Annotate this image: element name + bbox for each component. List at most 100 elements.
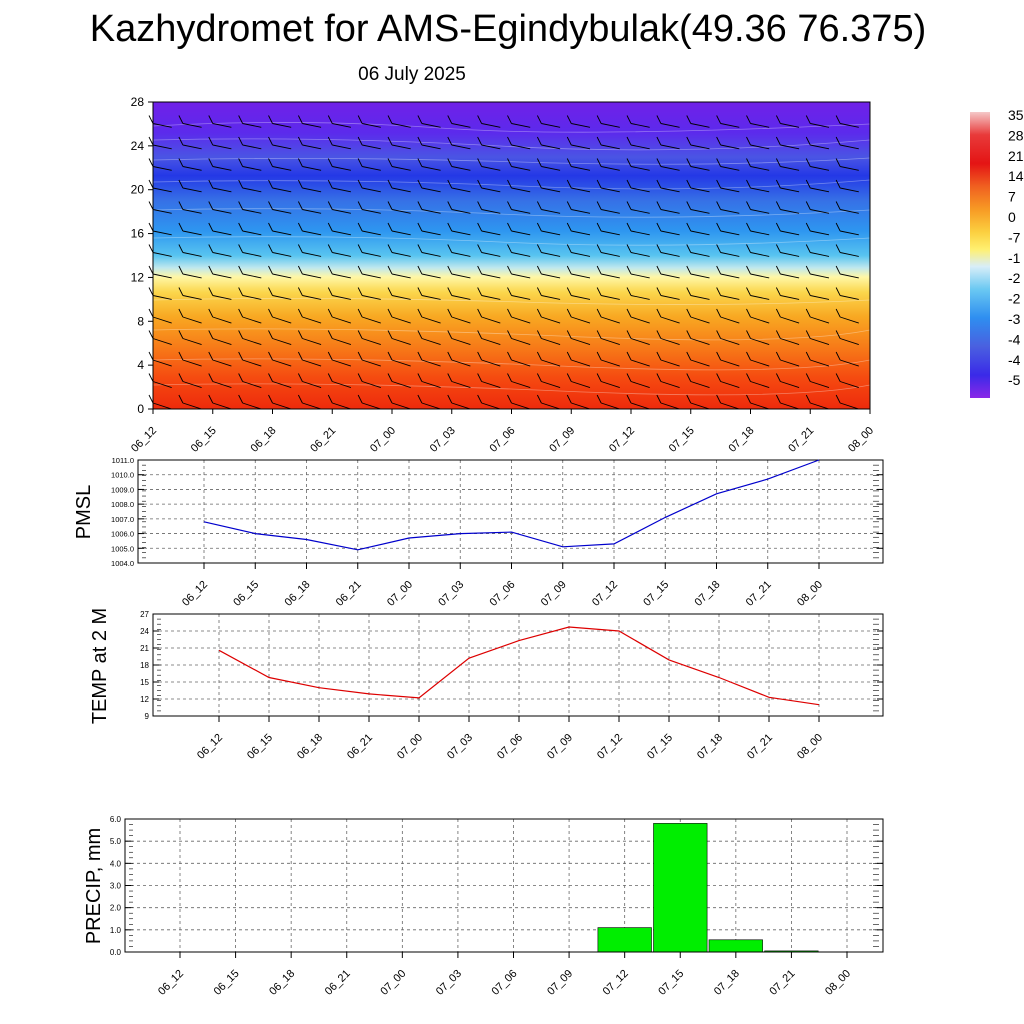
- wind-barb: [805, 115, 830, 128]
- wind-barb: [835, 287, 859, 300]
- wind-barb: [746, 287, 770, 300]
- temp-ytick-label: 21: [140, 644, 149, 653]
- wind-barb: [686, 265, 710, 279]
- heatmap-xtick-label: 08_00: [846, 425, 876, 455]
- wind-barb: [507, 244, 531, 257]
- wind-barb: [746, 158, 770, 171]
- colorbar-label: -1: [1008, 250, 1021, 266]
- wind-barb: [447, 394, 471, 410]
- wind-barb: [447, 115, 471, 128]
- wind-barb: [775, 244, 800, 257]
- wind-barb: [148, 222, 172, 236]
- precip-panel: PRECIP, mm 0.0 1.0 2.0 3.0 4.0 5.0 6.0 06_12 06…: [83, 815, 884, 998]
- wind-barb: [566, 222, 591, 236]
- wind-barb: [626, 201, 650, 214]
- wind-barb: [596, 158, 620, 171]
- wind-barb: [596, 265, 620, 279]
- wind-barb: [686, 373, 710, 389]
- wind-barb: [268, 222, 292, 236]
- heatmap-xtick-label: 07_12: [607, 425, 637, 455]
- precip-xtick-label: 07_06: [490, 968, 520, 998]
- wind-barb: [656, 115, 680, 128]
- wind-barb: [835, 265, 859, 279]
- wind-barb: [536, 308, 561, 324]
- wind-barb: [327, 158, 351, 171]
- wind-barb: [596, 244, 620, 257]
- wind-barb: [775, 115, 800, 128]
- wind-barb: [208, 115, 232, 128]
- temp-ytick-label: 12: [140, 695, 149, 704]
- wind-barb: [536, 373, 561, 389]
- wind-barb: [477, 265, 501, 279]
- wind-barb: [716, 115, 740, 128]
- wind-barb: [357, 136, 381, 150]
- wind-barb: [775, 179, 800, 193]
- wind-barb: [357, 330, 381, 346]
- wind-barb: [626, 115, 650, 128]
- wind-barb: [477, 115, 501, 128]
- wind-barb: [387, 115, 411, 128]
- precip-ytick-label: 6.0: [110, 815, 122, 824]
- wind-barb: [656, 179, 680, 193]
- wind-barb: [357, 373, 381, 389]
- wind-barb: [238, 244, 262, 257]
- precip-xtick-label: 07_15: [656, 968, 686, 998]
- wind-barb: [238, 373, 262, 389]
- pmsl-xtick-label: 06_15: [231, 579, 261, 609]
- wind-barb: [626, 158, 650, 171]
- wind-barb: [596, 330, 620, 346]
- wind-barb: [208, 394, 232, 410]
- wind-barb: [507, 115, 531, 128]
- wind-barb: [686, 179, 710, 193]
- wind-barb: [507, 351, 531, 367]
- wind-barb: [835, 179, 859, 193]
- precip-ytick-label: 1.0: [110, 926, 122, 935]
- wind-barb: [297, 330, 322, 346]
- wind-barb: [686, 136, 710, 150]
- wind-barb: [268, 115, 292, 128]
- wind-barb: [566, 115, 591, 128]
- wind-barb: [716, 287, 740, 300]
- wind-barb: [746, 330, 770, 346]
- heatmap-ytick-label: 0: [137, 402, 144, 416]
- wind-barb: [656, 136, 680, 150]
- wind-barb: [656, 373, 680, 389]
- wind-barb: [835, 201, 859, 214]
- wind-barb: [387, 201, 411, 214]
- pmsl-xtick-label: 07_09: [539, 579, 569, 609]
- wind-barb: [178, 287, 202, 300]
- wind-barb: [507, 373, 531, 389]
- temp-xtick-label: 08_00: [795, 732, 825, 762]
- pmsl-xtick-label: 08_00: [795, 579, 825, 609]
- wind-barb: [686, 394, 710, 410]
- wind-barb: [148, 158, 172, 171]
- wind-barb: [626, 244, 650, 257]
- wind-barb: [566, 158, 591, 171]
- pmsl-ytick-label: 1011.0: [112, 456, 134, 465]
- wind-barb: [238, 179, 262, 193]
- wind-barb: [148, 394, 172, 410]
- wind-barb: [297, 287, 322, 300]
- pmsl-ytick-label: 1008.0: [111, 500, 134, 509]
- wind-barb: [536, 115, 561, 128]
- wind-barb: [447, 308, 471, 324]
- precip-xtick-label: 08_00: [823, 968, 853, 998]
- wind-barb: [357, 115, 381, 128]
- wind-barb: [775, 136, 800, 150]
- temp-ytick-label: 18: [140, 661, 149, 670]
- precip-xtick-label: 07_12: [601, 968, 631, 998]
- temp-ytick-label: 27: [140, 610, 149, 619]
- temp-xtick-label: 07_21: [745, 732, 775, 762]
- temp-xtick-label: 07_00: [395, 732, 425, 762]
- wind-barb: [417, 244, 441, 257]
- temp-series-line: [218, 626, 820, 706]
- wind-barb: [596, 287, 620, 300]
- wind-barb: [477, 244, 501, 257]
- wind-barb: [477, 330, 501, 346]
- wind-barb: [238, 265, 262, 279]
- wind-barb: [716, 351, 740, 367]
- colorbar-label: -3: [1008, 311, 1021, 327]
- wind-barb: [536, 330, 561, 346]
- wind-barb: [148, 115, 172, 128]
- wind-barb: [686, 201, 710, 214]
